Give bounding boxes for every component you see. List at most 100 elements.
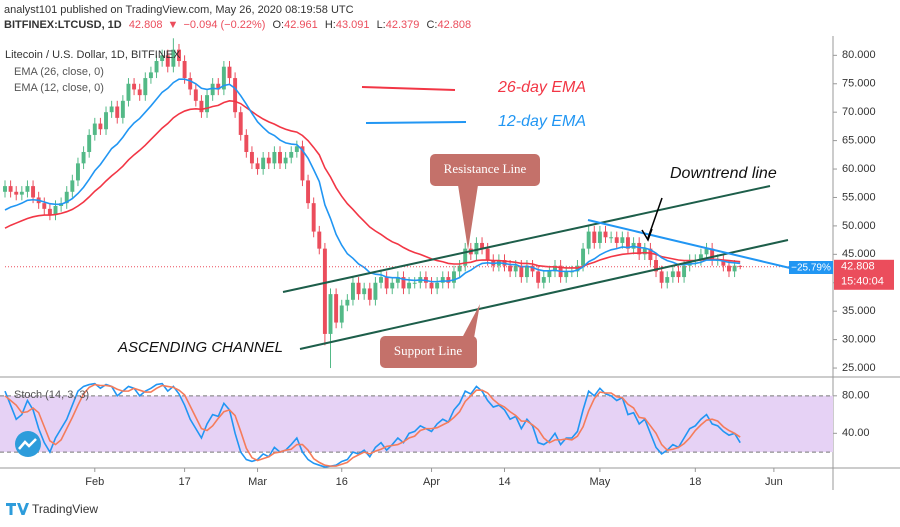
candle-body <box>698 254 703 261</box>
countdown-label: 15:40:04 <box>841 276 884 288</box>
candle-body <box>384 277 389 289</box>
candle-body <box>266 157 271 164</box>
candle-body <box>177 49 181 62</box>
candle-body <box>104 112 108 130</box>
candle-body <box>42 203 47 209</box>
candle-body <box>485 248 490 261</box>
candle-body <box>188 78 193 90</box>
candle-body <box>171 49 176 67</box>
candle-body <box>401 277 406 289</box>
downtrend-line <box>587 219 791 269</box>
change: −0.094 (−0.22%) <box>183 19 265 31</box>
open-label: O: <box>273 19 285 31</box>
candle-body <box>659 271 664 283</box>
channel-note: ASCENDING CHANNEL <box>117 339 283 356</box>
candle-body <box>272 151 277 164</box>
candle-body <box>70 180 75 192</box>
candle-body <box>345 299 350 306</box>
candle-body <box>81 151 86 164</box>
candle-body <box>148 72 153 79</box>
candle-body <box>165 55 170 67</box>
candle-body <box>524 265 529 278</box>
close-value: 42.808 <box>437 19 471 31</box>
candle-body <box>25 186 30 192</box>
candle-body <box>407 282 412 289</box>
candle-body <box>199 100 204 113</box>
candle-body <box>132 83 137 90</box>
candle-body <box>283 157 288 164</box>
candle-body <box>249 151 254 164</box>
arrow <box>647 197 663 239</box>
candle-body <box>395 277 400 283</box>
candle-body <box>255 163 260 170</box>
candle-body <box>143 78 148 96</box>
footer-logo <box>6 503 29 515</box>
author-line: analyst101 published on TradingView.com,… <box>4 4 354 16</box>
candle-body <box>648 248 653 261</box>
candle-body <box>614 237 619 243</box>
candle-body <box>311 203 316 232</box>
candle-body <box>137 89 142 96</box>
candle-body <box>289 151 294 158</box>
low-label: L: <box>377 19 386 31</box>
candle-body <box>446 277 451 283</box>
candle-body <box>452 271 456 283</box>
candle-body <box>541 277 546 283</box>
candle-body <box>47 208 52 215</box>
candle-body <box>14 191 19 195</box>
high-label: H: <box>325 19 336 31</box>
candle-body <box>519 265 524 278</box>
last-price-box <box>834 259 894 290</box>
downtrend-note: Downtrend line <box>670 165 777 182</box>
y-tick-label: 65.000 <box>842 135 876 147</box>
footer-brand: TradingView <box>32 502 98 516</box>
candle-body <box>665 277 670 283</box>
candle-body <box>334 294 339 323</box>
candle-body <box>586 231 591 249</box>
candle-body <box>356 282 361 295</box>
open-value: 42.961 <box>284 19 318 31</box>
candle-body <box>553 265 557 272</box>
candle-body <box>31 186 36 198</box>
candle-body <box>440 277 445 283</box>
high-value: 43.091 <box>336 19 370 31</box>
candle-body <box>704 248 709 255</box>
candle-body <box>682 265 687 278</box>
y-tick-label: 80.000 <box>842 49 876 61</box>
candle-body <box>64 191 69 204</box>
candle-body <box>322 248 327 334</box>
price-pane <box>3 38 833 369</box>
y-tick-label: 35.000 <box>842 305 876 317</box>
candle-body <box>463 248 468 266</box>
y-tick-label: 25.000 <box>842 362 876 374</box>
candle-body <box>205 95 210 113</box>
candle-body <box>642 248 647 255</box>
candle-body <box>592 231 597 243</box>
last-price-label: 42.808 <box>841 261 875 273</box>
candle-body <box>435 282 440 289</box>
y-tick-label: 50.000 <box>842 220 876 232</box>
y-tick-label: 30.000 <box>842 334 876 346</box>
arrow-head <box>641 228 653 242</box>
last-price: 42.808 <box>129 19 163 31</box>
ema12-key <box>365 121 467 124</box>
x-tick-label: 14 <box>498 476 510 488</box>
candle-body <box>300 146 305 181</box>
candle-body <box>670 271 675 278</box>
y-tick-label: 55.000 <box>842 191 876 203</box>
candle-body <box>278 151 282 164</box>
axes: Feb 17 Mar 16 Apr 14 May 18 Jun 25.000 30.000 35.00… <box>85 49 894 488</box>
candle-body <box>193 89 198 101</box>
support-box <box>380 336 477 368</box>
series-line <box>4 100 741 269</box>
candle-body <box>373 282 378 300</box>
stoch-band <box>0 395 833 453</box>
candle-body <box>390 282 395 289</box>
y-tick-label: 45.000 <box>842 248 876 260</box>
candle-body <box>261 157 266 170</box>
close-label: C: <box>426 19 437 31</box>
x-tick-label: Apr <box>423 476 440 488</box>
candle-body <box>328 294 333 334</box>
candle-body <box>474 242 479 255</box>
